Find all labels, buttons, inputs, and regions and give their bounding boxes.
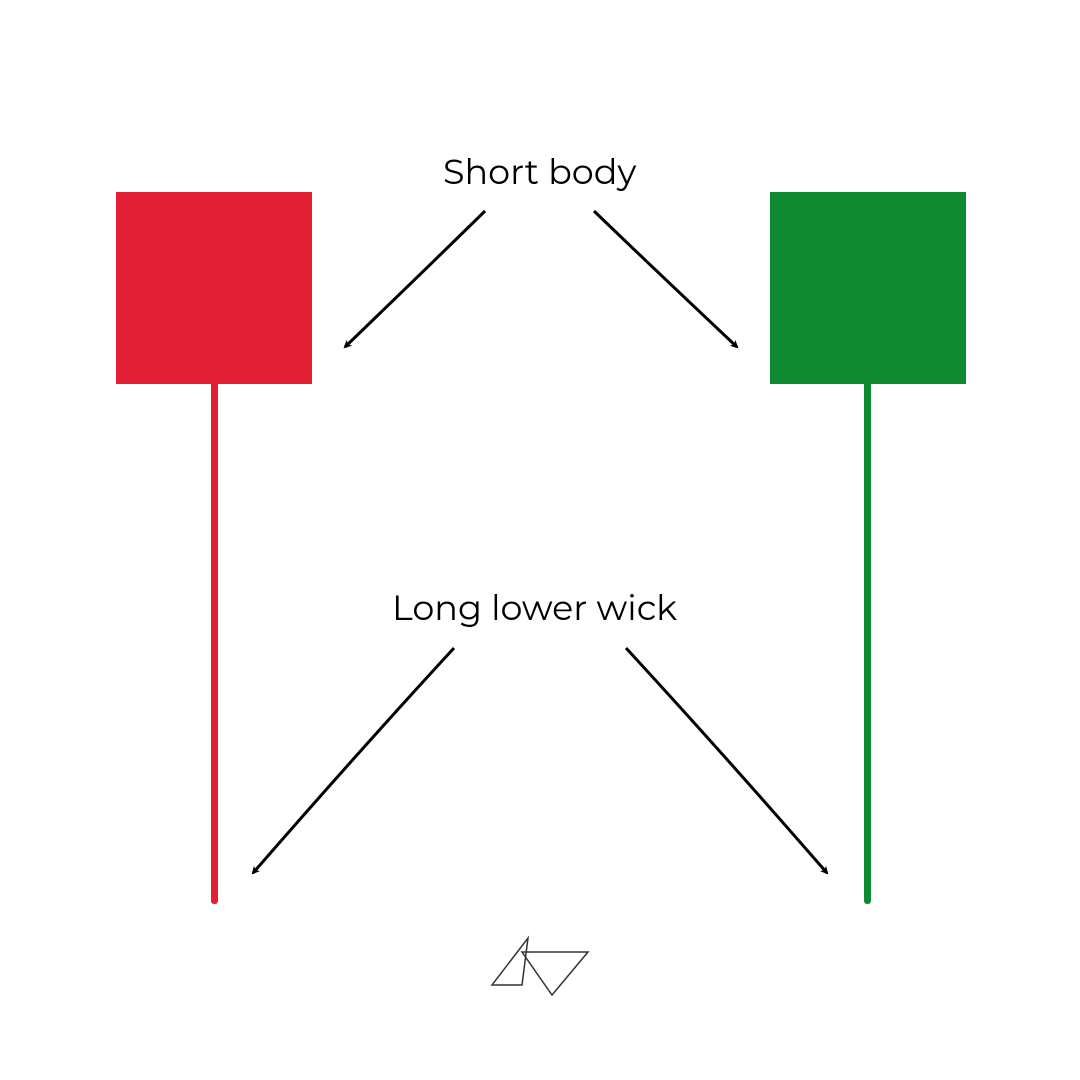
arrow-top-right (594, 211, 737, 347)
diagram-canvas: Short body Long lower wick (0, 0, 1080, 1080)
arrow-bottom-right (626, 648, 827, 873)
arrow-bottom-left (253, 648, 454, 873)
arrow-top-left (345, 211, 485, 347)
logo-icon (480, 930, 600, 1000)
arrows-layer (0, 0, 1080, 1080)
